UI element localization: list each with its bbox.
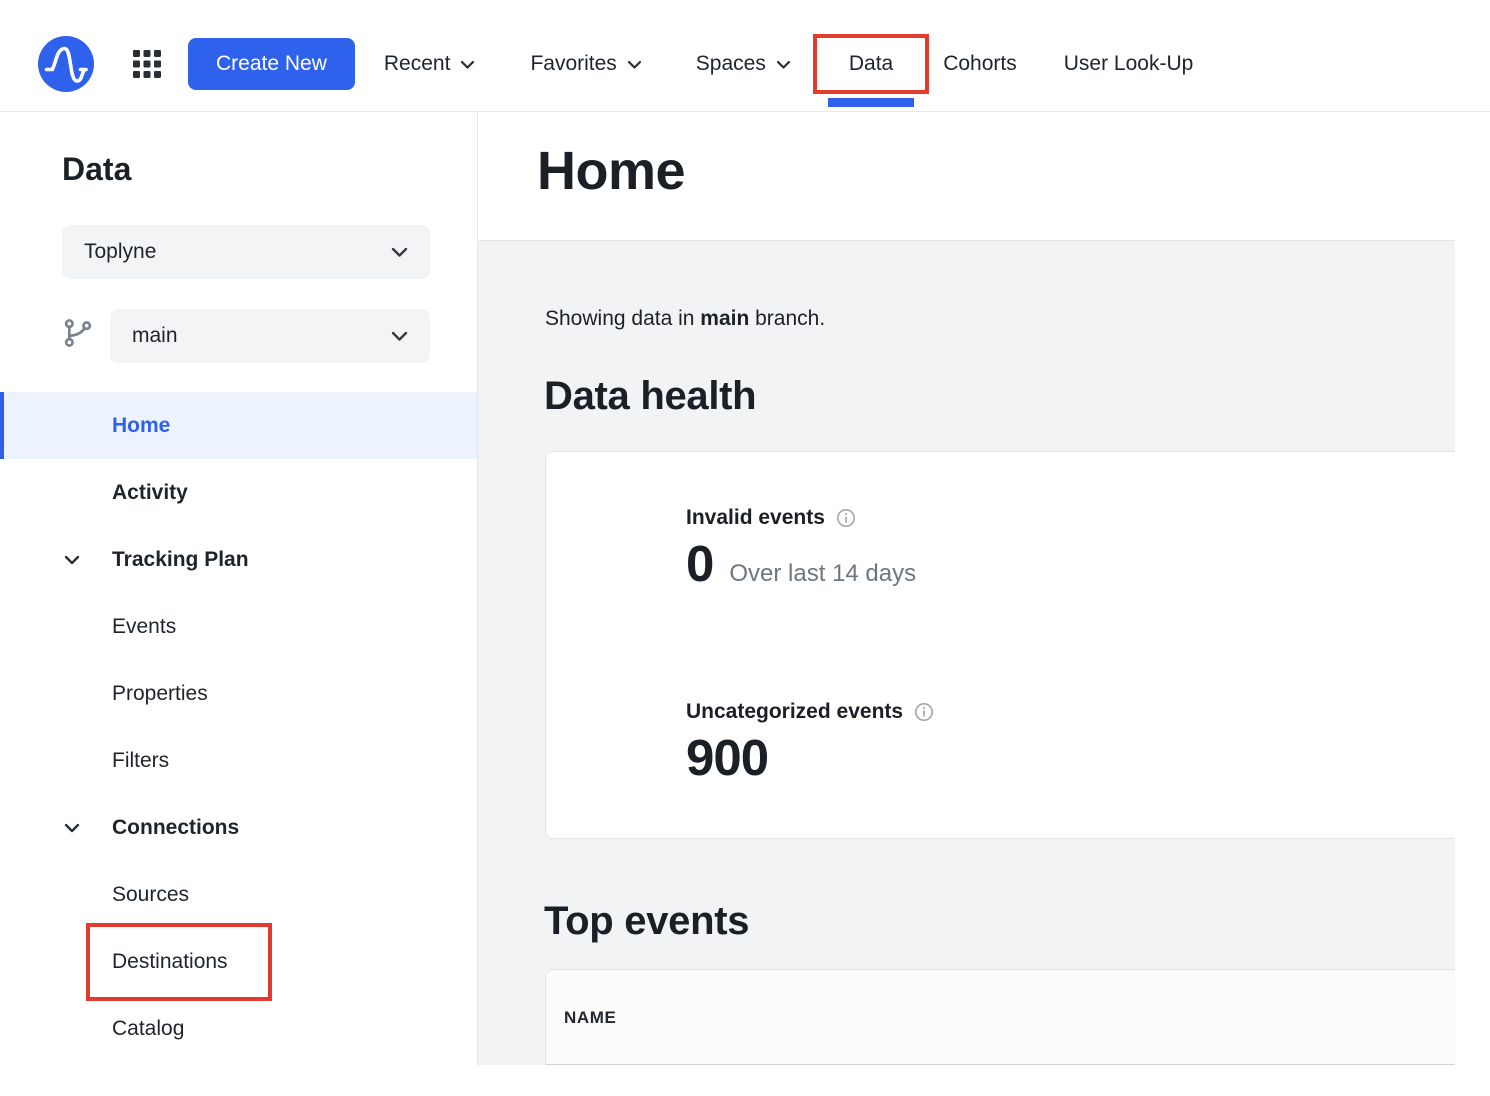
metric-value: 0 <box>686 535 714 592</box>
amplitude-logo-icon[interactable] <box>38 35 94 92</box>
sidebar-item-label: Activity <box>112 480 188 504</box>
workspace-selector-value: Toplyne <box>84 240 157 263</box>
chevron-down-icon <box>391 331 408 341</box>
nav-favorites-label: Favorites <box>530 51 617 75</box>
branch-note-prefix: Showing data in <box>545 307 701 330</box>
sidebar-item-filters[interactable]: Filters <box>0 727 477 794</box>
page-title: Home <box>537 141 686 201</box>
nav-cohorts[interactable]: Cohorts <box>943 51 1017 75</box>
sidebar-item-sources[interactable]: Sources <box>0 861 477 928</box>
create-new-button[interactable]: Create New <box>188 37 355 90</box>
sidebar-title: Data <box>62 151 132 187</box>
info-icon[interactable] <box>836 508 856 528</box>
column-header-name: NAME <box>564 1008 617 1027</box>
sidebar-item-label: Sources <box>112 882 190 906</box>
chevron-down-icon[interactable] <box>64 555 80 565</box>
nav-spaces[interactable]: Spaces <box>696 52 791 76</box>
sidebar-item-label: Tracking Plan <box>112 547 249 571</box>
sidebar: Data Toplyne main Home Activity <box>0 112 478 1065</box>
metric-label: Uncategorized events <box>686 700 904 723</box>
sidebar-item-tracking-plan[interactable]: Tracking Plan <box>0 526 477 593</box>
workspace-selector[interactable]: Toplyne <box>62 225 430 279</box>
info-icon[interactable] <box>914 702 934 722</box>
chevron-down-icon <box>391 247 408 257</box>
chevron-down-icon <box>461 60 475 69</box>
main-header: Home <box>478 112 1490 240</box>
metric-uncategorized-events: Uncategorized events 900 <box>686 700 934 783</box>
branch-selector[interactable]: main <box>110 309 430 363</box>
top-navbar: Create New Recent Favorites Spaces Data … <box>0 0 1490 112</box>
nav-favorites[interactable]: Favorites <box>530 52 641 76</box>
sidebar-item-events[interactable]: Events <box>0 593 477 660</box>
metric-label: Invalid events <box>686 506 825 529</box>
nav-user-lookup[interactable]: User Look-Up <box>1063 51 1194 75</box>
sidebar-item-home[interactable]: Home <box>0 392 477 459</box>
metric-invalid-events: Invalid events 0 Over last 14 days <box>686 506 916 589</box>
chevron-down-icon <box>776 60 790 69</box>
nav-spaces-label: Spaces <box>695 51 766 75</box>
chevron-down-icon[interactable] <box>64 823 80 833</box>
apps-grid-icon[interactable] <box>132 49 162 79</box>
sidebar-item-connections[interactable]: Connections <box>0 794 477 861</box>
sidebar-item-label: Destinations <box>112 949 228 973</box>
sidebar-item-label: Filters <box>112 748 170 772</box>
sidebar-item-label: Events <box>112 614 177 638</box>
top-events-heading: Top events <box>544 899 750 943</box>
sidebar-item-catalog[interactable]: Catalog <box>0 995 477 1062</box>
sidebar-item-label: Catalog <box>112 1016 185 1040</box>
top-events-card: NAME <box>545 969 1455 1065</box>
nav-data-tab[interactable]: Data <box>848 51 894 75</box>
active-tab-underline <box>828 97 915 107</box>
sidebar-item-label: Connections <box>112 815 240 839</box>
metric-value: 900 <box>686 729 769 786</box>
main-content: Showing data in main branch. Data health… <box>478 240 1455 1065</box>
sidebar-nav: Home Activity Tracking Plan Events Prope… <box>0 392 477 1062</box>
branch-note-suffix: branch. <box>749 307 826 330</box>
sidebar-item-activity[interactable]: Activity <box>0 459 477 526</box>
sidebar-item-destinations[interactable]: Destinations <box>0 928 477 995</box>
branch-note: Showing data in main branch. <box>545 307 825 331</box>
sidebar-item-label: Properties <box>112 681 208 705</box>
git-branch-icon <box>62 315 94 356</box>
nav-recent-label: Recent <box>383 51 451 75</box>
metric-subtext: Over last 14 days <box>729 560 917 587</box>
branch-note-branch: main <box>700 307 750 330</box>
data-health-heading: Data health <box>544 374 757 418</box>
sidebar-item-properties[interactable]: Properties <box>0 660 477 727</box>
chevron-down-icon <box>627 60 641 69</box>
nav-recent[interactable]: Recent <box>384 52 476 76</box>
annotation-box-data-tab: Data <box>812 33 930 107</box>
data-health-card: Invalid events 0 Over last 14 days Uncat… <box>545 451 1455 839</box>
sidebar-item-label: Home <box>112 413 171 437</box>
branch-selector-value: main <box>132 324 178 347</box>
